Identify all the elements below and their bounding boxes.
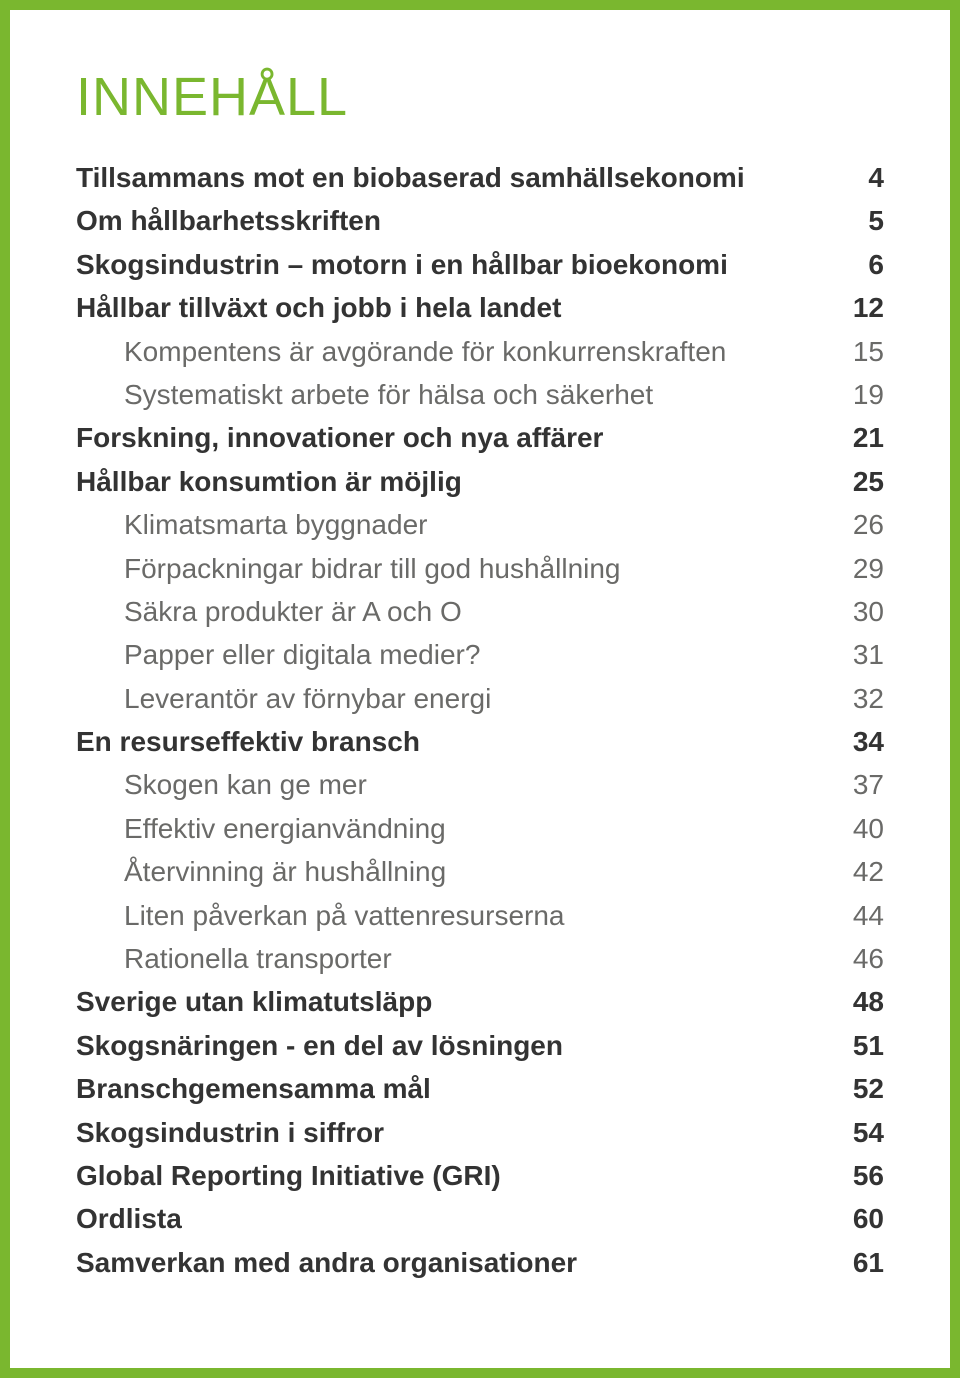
toc-entry: Skogen kan ge mer37 <box>76 763 884 806</box>
toc-entry: Global Reporting Initiative (GRI)56 <box>76 1154 884 1197</box>
toc-entry-page: 61 <box>824 1241 884 1284</box>
toc-entry-label: En resurseffektiv bransch <box>76 720 824 763</box>
toc-entry: Skogsindustrin i siffror54 <box>76 1111 884 1154</box>
toc-entry-page: 31 <box>824 633 884 676</box>
toc-entry-label: Global Reporting Initiative (GRI) <box>76 1154 824 1197</box>
toc-entry-page: 15 <box>824 330 884 373</box>
toc-entry: Återvinning är hushållning42 <box>76 850 884 893</box>
toc-entry: Liten påverkan på vattenresurserna44 <box>76 894 884 937</box>
toc-entry-label: Ordlista <box>76 1197 824 1240</box>
toc-entry: Skogsindustrin – motorn i en hållbar bio… <box>76 243 884 286</box>
toc-entry-label: Återvinning är hushållning <box>76 850 824 893</box>
toc-entry-page: 60 <box>824 1197 884 1240</box>
toc-entry: Kompentens är avgörande för konkurrenskr… <box>76 330 884 373</box>
toc-list: Tillsammans mot en biobaserad samhällsek… <box>76 156 884 1284</box>
toc-entry-label: Skogsnäringen - en del av lösningen <box>76 1024 824 1067</box>
toc-entry-page: 12 <box>824 286 884 329</box>
toc-entry-label: Rationella transporter <box>76 937 824 980</box>
toc-entry-page: 44 <box>824 894 884 937</box>
toc-entry: Branschgemensamma mål52 <box>76 1067 884 1110</box>
toc-entry-page: 48 <box>824 980 884 1023</box>
toc-entry-label: Forskning, innovationer och nya affärer <box>76 416 824 459</box>
toc-entry-page: 56 <box>824 1154 884 1197</box>
toc-entry: Klimatsmarta byggnader26 <box>76 503 884 546</box>
toc-entry-label: Samverkan med andra organisationer <box>76 1241 824 1284</box>
toc-entry: Om hållbarhetsskriften5 <box>76 199 884 242</box>
toc-entry: Förpackningar bidrar till god hushållnin… <box>76 547 884 590</box>
toc-entry-page: 25 <box>824 460 884 503</box>
toc-entry: Hållbar konsumtion är möjlig25 <box>76 460 884 503</box>
toc-entry-label: Leverantör av förnybar energi <box>76 677 824 720</box>
toc-entry-page: 26 <box>824 503 884 546</box>
toc-entry: Säkra produkter är A och O30 <box>76 590 884 633</box>
toc-entry-page: 6 <box>824 243 884 286</box>
toc-entry-page: 37 <box>824 763 884 806</box>
toc-entry: Effektiv energianvändning40 <box>76 807 884 850</box>
toc-entry-label: Säkra produkter är A och O <box>76 590 824 633</box>
toc-entry-label: Liten påverkan på vattenresurserna <box>76 894 824 937</box>
toc-entry-page: 32 <box>824 677 884 720</box>
toc-entry-label: Tillsammans mot en biobaserad samhällsek… <box>76 156 824 199</box>
toc-entry-label: Systematiskt arbete för hälsa och säkerh… <box>76 373 824 416</box>
toc-entry: Tillsammans mot en biobaserad samhällsek… <box>76 156 884 199</box>
toc-entry-page: 42 <box>824 850 884 893</box>
toc-entry-page: 30 <box>824 590 884 633</box>
toc-entry-label: Hållbar konsumtion är möjlig <box>76 460 824 503</box>
toc-page: INNEHÅLL Tillsammans mot en biobaserad s… <box>0 0 960 1378</box>
toc-entry-label: Skogsindustrin – motorn i en hållbar bio… <box>76 243 824 286</box>
toc-entry-label: Effektiv energianvändning <box>76 807 824 850</box>
toc-entry: Hållbar tillväxt och jobb i hela landet1… <box>76 286 884 329</box>
toc-entry-label: Klimatsmarta byggnader <box>76 503 824 546</box>
toc-entry-page: 5 <box>824 199 884 242</box>
toc-entry-label: Hållbar tillväxt och jobb i hela landet <box>76 286 824 329</box>
toc-entry-label: Förpackningar bidrar till god hushållnin… <box>76 547 824 590</box>
toc-entry: Papper eller digitala medier?31 <box>76 633 884 676</box>
toc-entry-label: Sverige utan klimatutsläpp <box>76 980 824 1023</box>
toc-entry-page: 34 <box>824 720 884 763</box>
toc-entry: Skogsnäringen - en del av lösningen51 <box>76 1024 884 1067</box>
toc-entry: Ordlista60 <box>76 1197 884 1240</box>
toc-entry: Systematiskt arbete för hälsa och säkerh… <box>76 373 884 416</box>
toc-entry-page: 4 <box>824 156 884 199</box>
toc-entry-label: Skogen kan ge mer <box>76 763 824 806</box>
toc-entry: Sverige utan klimatutsläpp48 <box>76 980 884 1023</box>
toc-entry-label: Branschgemensamma mål <box>76 1067 824 1110</box>
toc-entry: Forskning, innovationer och nya affärer2… <box>76 416 884 459</box>
toc-entry: Samverkan med andra organisationer61 <box>76 1241 884 1284</box>
toc-entry-label: Om hållbarhetsskriften <box>76 199 824 242</box>
toc-entry-page: 21 <box>824 416 884 459</box>
toc-entry-label: Papper eller digitala medier? <box>76 633 824 676</box>
toc-entry: Rationella transporter46 <box>76 937 884 980</box>
toc-entry-page: 46 <box>824 937 884 980</box>
toc-entry-page: 51 <box>824 1024 884 1067</box>
toc-entry-page: 19 <box>824 373 884 416</box>
toc-entry-page: 29 <box>824 547 884 590</box>
toc-entry-page: 40 <box>824 807 884 850</box>
toc-entry-label: Skogsindustrin i siffror <box>76 1111 824 1154</box>
toc-title: INNEHÅLL <box>76 66 884 128</box>
toc-entry: Leverantör av förnybar energi32 <box>76 677 884 720</box>
toc-entry-page: 54 <box>824 1111 884 1154</box>
toc-entry: En resurseffektiv bransch34 <box>76 720 884 763</box>
toc-entry-page: 52 <box>824 1067 884 1110</box>
toc-entry-label: Kompentens är avgörande för konkurrenskr… <box>76 330 824 373</box>
